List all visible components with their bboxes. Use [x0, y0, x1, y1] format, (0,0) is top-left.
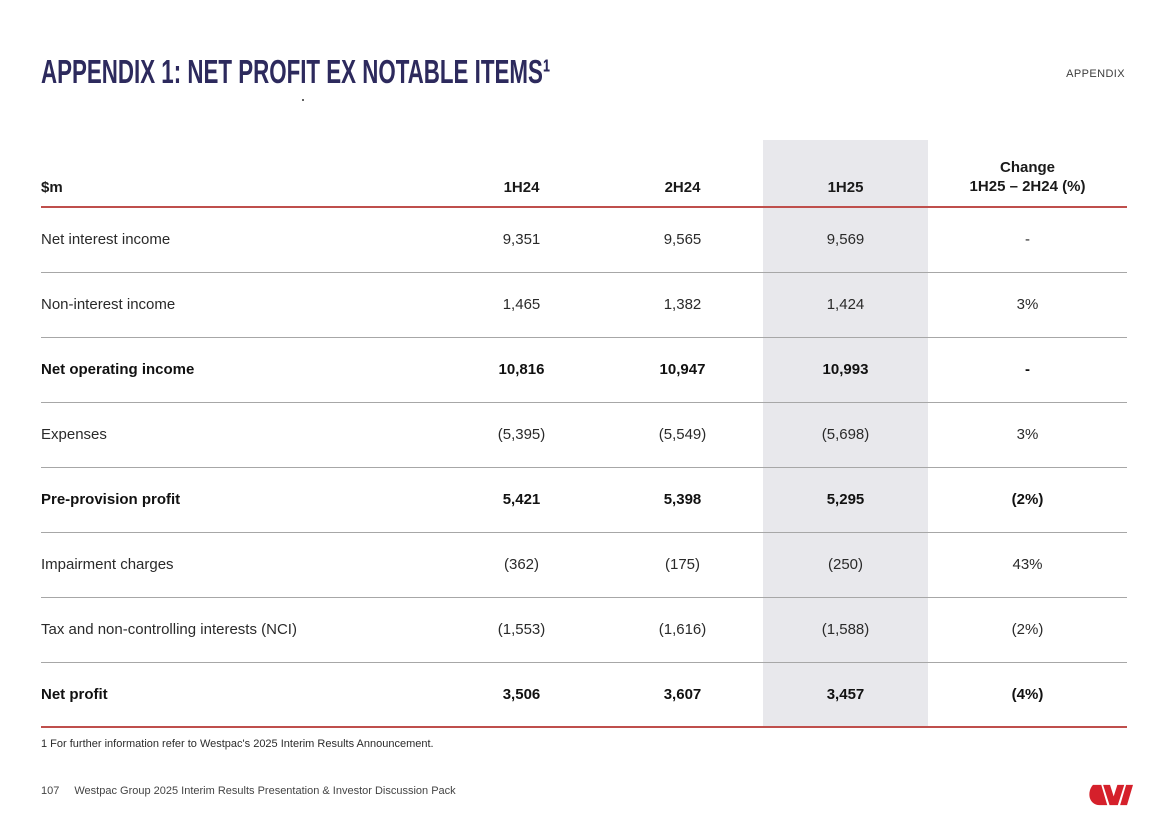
cell-2h24: (175) — [664, 556, 701, 573]
cell-1h24: 5,421 — [502, 491, 541, 508]
cell-change: (4%) — [1011, 685, 1044, 703]
cell-change: - — [1025, 231, 1030, 249]
cell-change: - — [1025, 361, 1030, 378]
cell-change: (2%) — [1011, 491, 1044, 508]
table-row: Tax and non-controlling interests (NCI) … — [41, 597, 1127, 662]
cell-2h24: 1,382 — [663, 296, 702, 313]
cell-2h24: 10,947 — [659, 361, 706, 378]
table-header-row: $m 1H24 2H24 1H25 Change 1H25 – 2H24 (%) — [41, 140, 1127, 208]
table-row: Non-interest income 1,465 1,382 1,424 3% — [41, 272, 1127, 337]
cell-1h25: 9,569 — [763, 207, 928, 272]
westpac-logo-icon — [1089, 784, 1133, 806]
page-title: APPENDIX 1: NET PROFIT EX NOTABLE ITEMS¹ — [41, 52, 551, 91]
stray-dot-mark — [302, 99, 304, 101]
row-label: Impairment charges — [41, 556, 174, 573]
change-header-line2: 1H25 – 2H24 (%) — [969, 178, 1086, 195]
column-header-2h24: 2H24 — [602, 140, 763, 208]
cell-2h24: 9,565 — [663, 231, 702, 249]
cell-1h24: (362) — [503, 556, 540, 573]
cell-1h25: (250) — [763, 532, 928, 597]
cell-1h24: 10,816 — [498, 361, 545, 378]
table-row: Net profit 3,506 3,607 3,457 (4%) — [41, 662, 1127, 727]
cell-1h25: (1,588) — [763, 597, 928, 662]
cell-1h24: 9,351 — [502, 231, 541, 249]
table-row: Net operating income 10,816 10,947 10,99… — [41, 337, 1127, 402]
financial-table: $m 1H24 2H24 1H25 Change 1H25 – 2H24 (%)… — [41, 140, 1127, 728]
cell-1h25: 10,993 — [763, 337, 928, 402]
table-row: Net interest income 9,351 9,565 9,569 - — [41, 207, 1127, 272]
cell-1h24: 3,506 — [502, 685, 541, 703]
cell-1h25: 5,295 — [763, 467, 928, 532]
table-row: Expenses (5,395) (5,549) (5,698) 3% — [41, 402, 1127, 467]
section-label: APPENDIX — [1066, 68, 1125, 80]
cell-change: 3% — [1016, 426, 1039, 443]
row-label: Net operating income — [41, 361, 195, 378]
table-body: Net interest income 9,351 9,565 9,569 - … — [41, 207, 1127, 727]
row-label: Expenses — [41, 426, 107, 443]
cell-2h24: (1,616) — [658, 621, 707, 638]
cell-change: (2%) — [1011, 621, 1044, 638]
row-label: Pre-provision profit — [41, 491, 181, 508]
column-header-1h24: 1H24 — [441, 140, 602, 208]
cell-1h24: (5,395) — [497, 426, 546, 443]
change-header-line1: Change — [999, 159, 1055, 176]
cell-1h25: (5,698) — [763, 402, 928, 467]
slide-footer: 107 Westpac Group 2025 Interim Results P… — [41, 785, 456, 797]
footnote: 1 For further information refer to Westp… — [41, 738, 434, 750]
row-label: Tax and non-controlling interests (NCI) — [41, 621, 297, 638]
cell-2h24: 5,398 — [663, 491, 702, 508]
row-label: Non-interest income — [41, 296, 176, 313]
cell-2h24: (5,549) — [658, 426, 707, 443]
table-row: Pre-provision profit 5,421 5,398 5,295 (… — [41, 467, 1127, 532]
table-row: Impairment charges (362) (175) (250) 43% — [41, 532, 1127, 597]
cell-1h24: 1,465 — [502, 296, 541, 313]
cell-change: 43% — [1012, 556, 1043, 573]
cell-1h24: (1,553) — [497, 621, 546, 638]
cell-change: 3% — [1016, 296, 1039, 313]
row-label: Net interest income — [41, 231, 171, 249]
column-header-change: Change 1H25 – 2H24 (%) — [928, 140, 1127, 208]
financial-table-container: $m 1H24 2H24 1H25 Change 1H25 – 2H24 (%)… — [41, 140, 1127, 728]
row-label: Net profit — [41, 685, 108, 703]
cell-1h25: 1,424 — [763, 272, 928, 337]
footer-text: Westpac Group 2025 Interim Results Prese… — [74, 785, 456, 797]
column-header-1h25-highlighted: 1H25 — [763, 140, 928, 208]
column-header-unit: $m — [41, 140, 441, 208]
page-number: 107 — [41, 785, 60, 797]
cell-1h25: 3,457 — [763, 662, 928, 727]
cell-2h24: 3,607 — [663, 685, 702, 703]
